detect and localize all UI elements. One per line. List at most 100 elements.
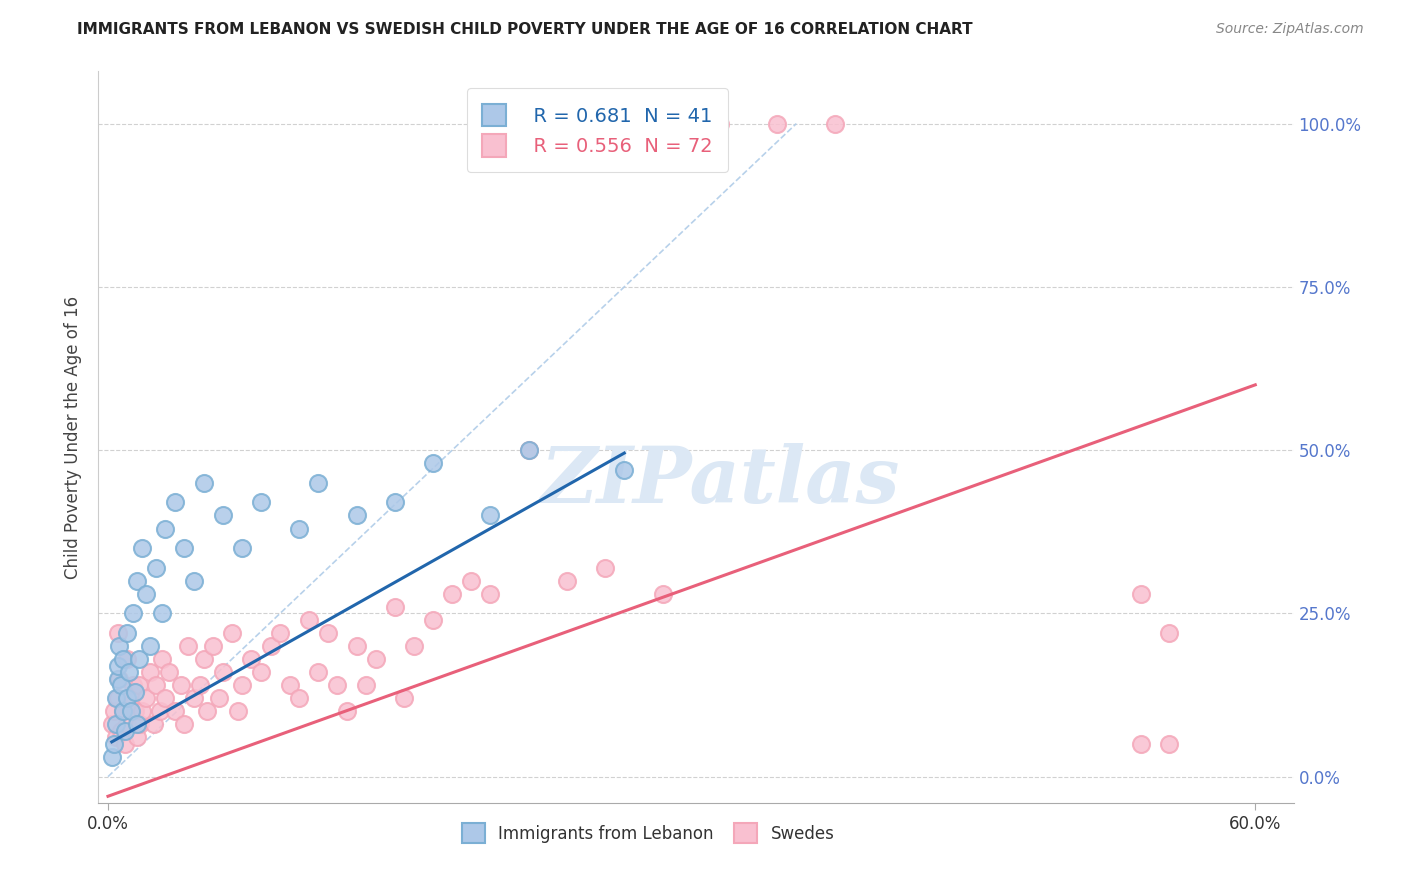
- Point: [155, 691, 177, 706]
- Point: [231, 541, 253, 555]
- Text: ZIPatlas: ZIPatlas: [540, 442, 900, 519]
- Point: [517, 443, 540, 458]
- Point: [120, 691, 142, 706]
- Point: [163, 495, 186, 509]
- Point: [169, 678, 191, 692]
- Point: [250, 495, 273, 509]
- Point: [307, 475, 329, 490]
- Point: [1159, 626, 1181, 640]
- Point: [1129, 737, 1152, 751]
- Point: [183, 574, 205, 588]
- Point: [118, 665, 141, 680]
- Point: [307, 665, 329, 680]
- Point: [394, 691, 416, 706]
- Point: [824, 117, 846, 131]
- Point: [422, 456, 444, 470]
- Point: [131, 541, 153, 555]
- Point: [460, 574, 482, 588]
- Point: [259, 639, 281, 653]
- Point: [107, 672, 129, 686]
- Point: [107, 691, 129, 706]
- Point: [115, 652, 138, 666]
- Point: [101, 750, 124, 764]
- Point: [384, 495, 406, 509]
- Point: [112, 705, 135, 719]
- Point: [288, 691, 311, 706]
- Point: [402, 639, 425, 653]
- Point: [120, 705, 142, 719]
- Point: [104, 717, 127, 731]
- Point: [250, 665, 273, 680]
- Point: [651, 587, 673, 601]
- Point: [101, 717, 124, 731]
- Point: [173, 717, 195, 731]
- Point: [226, 705, 249, 719]
- Point: [150, 652, 173, 666]
- Point: [346, 639, 368, 653]
- Text: IMMIGRANTS FROM LEBANON VS SWEDISH CHILD POVERTY UNDER THE AGE OF 16 CORRELATION: IMMIGRANTS FROM LEBANON VS SWEDISH CHILD…: [77, 22, 973, 37]
- Point: [613, 463, 636, 477]
- Point: [125, 717, 148, 731]
- Point: [709, 117, 731, 131]
- Point: [150, 607, 173, 621]
- Point: [103, 737, 125, 751]
- Point: [124, 685, 146, 699]
- Point: [1129, 587, 1152, 601]
- Point: [112, 652, 135, 666]
- Point: [211, 508, 233, 523]
- Point: [422, 613, 444, 627]
- Point: [288, 521, 311, 535]
- Point: [112, 705, 135, 719]
- Text: Source: ZipAtlas.com: Source: ZipAtlas.com: [1216, 22, 1364, 37]
- Point: [104, 731, 127, 745]
- Point: [121, 607, 143, 621]
- Point: [269, 626, 291, 640]
- Point: [139, 639, 162, 653]
- Point: [173, 541, 195, 555]
- Point: [135, 587, 157, 601]
- Point: [131, 705, 153, 719]
- Point: [202, 639, 225, 653]
- Point: [221, 626, 243, 640]
- Point: [114, 737, 136, 751]
- Point: [125, 731, 148, 745]
- Point: [139, 665, 162, 680]
- Point: [128, 652, 150, 666]
- Point: [555, 574, 578, 588]
- Point: [336, 705, 359, 719]
- Point: [142, 717, 165, 731]
- Point: [231, 678, 253, 692]
- Point: [110, 678, 132, 692]
- Point: [125, 574, 148, 588]
- Point: [103, 705, 125, 719]
- Point: [766, 117, 789, 131]
- Point: [163, 705, 186, 719]
- Y-axis label: Child Poverty Under the Age of 16: Child Poverty Under the Age of 16: [65, 295, 83, 579]
- Point: [278, 678, 301, 692]
- Point: [124, 705, 146, 719]
- Point: [208, 691, 231, 706]
- Point: [121, 678, 143, 692]
- Point: [115, 691, 138, 706]
- Point: [364, 652, 387, 666]
- Point: [188, 678, 211, 692]
- Point: [298, 613, 321, 627]
- Point: [479, 508, 502, 523]
- Point: [354, 678, 377, 692]
- Point: [155, 521, 177, 535]
- Point: [197, 705, 219, 719]
- Point: [145, 678, 167, 692]
- Point: [316, 626, 339, 640]
- Point: [479, 587, 502, 601]
- Point: [114, 723, 136, 738]
- Point: [115, 626, 138, 640]
- Point: [149, 705, 172, 719]
- Point: [326, 678, 349, 692]
- Point: [517, 443, 540, 458]
- Point: [193, 652, 215, 666]
- Point: [107, 658, 129, 673]
- Point: [128, 678, 150, 692]
- Point: [193, 475, 215, 490]
- Point: [177, 639, 200, 653]
- Point: [129, 717, 152, 731]
